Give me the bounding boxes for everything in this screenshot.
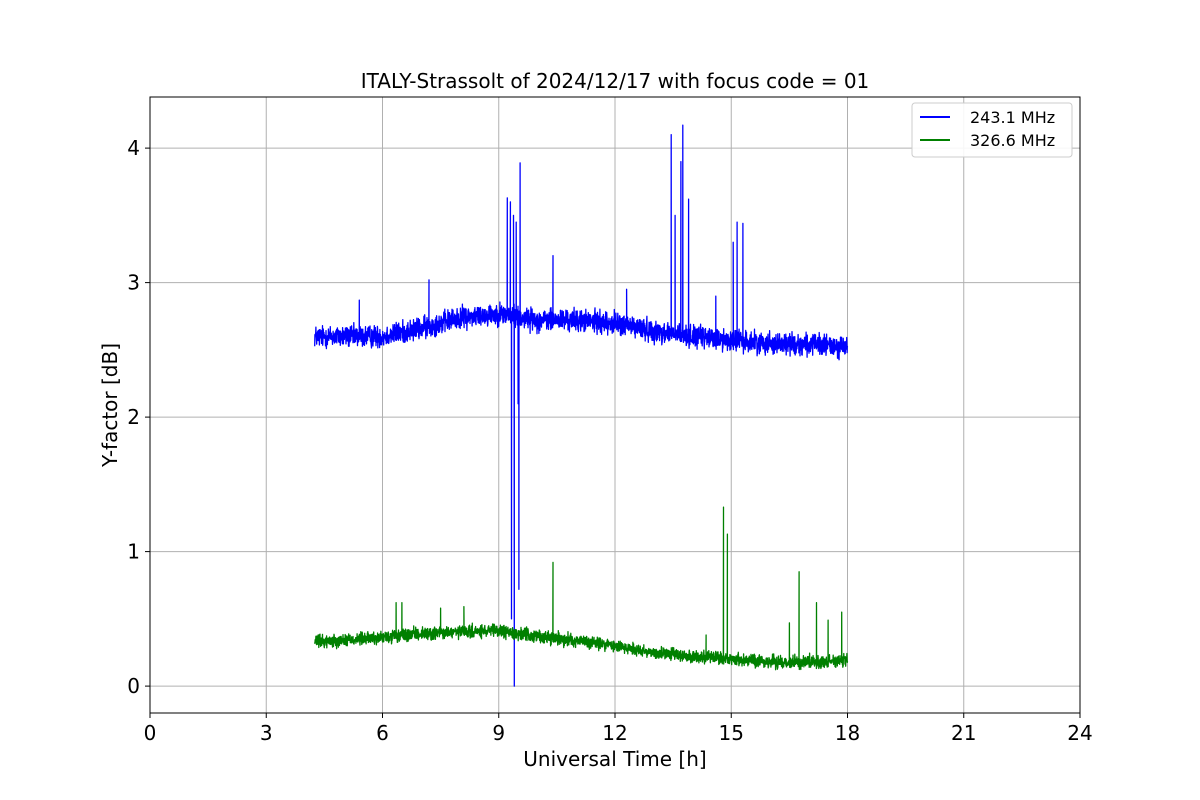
y-tick-label: 3 — [127, 271, 140, 295]
x-tick-label: 3 — [260, 721, 273, 745]
series-line-1 — [314, 124, 849, 687]
legend-label-1: 243.1 MHz — [970, 108, 1055, 127]
y-tick-label: 1 — [127, 540, 140, 564]
x-tick-label: 9 — [492, 721, 505, 745]
x-tick-label: 12 — [602, 721, 627, 745]
y-tick-label: 2 — [127, 405, 140, 429]
x-tick-label: 21 — [951, 721, 976, 745]
y-ticks: 0 1 2 3 4 — [127, 136, 150, 698]
series-line-2 — [314, 506, 849, 671]
x-tick-label: 0 — [144, 721, 157, 745]
y-axis-label: Y-factor [dB] — [98, 343, 122, 468]
chart-title: ITALY-Strassolt of 2024/12/17 with focus… — [361, 69, 870, 93]
x-axis-label: Universal Time [h] — [523, 747, 706, 771]
legend-box — [911, 102, 1073, 158]
x-ticks: 0 3 6 9 12 15 18 21 24 — [144, 713, 1093, 745]
x-tick-label: 15 — [719, 721, 744, 745]
y-tick-label: 4 — [127, 136, 140, 160]
y-tick-label: 0 — [127, 674, 140, 698]
legend: 243.1 MHz 326.6 MHz — [911, 102, 1073, 158]
legend-label-2: 326.6 MHz — [970, 131, 1055, 150]
x-tick-label: 6 — [376, 721, 389, 745]
plot-series — [314, 124, 849, 687]
x-tick-label: 24 — [1067, 721, 1092, 745]
x-tick-label: 18 — [835, 721, 860, 745]
